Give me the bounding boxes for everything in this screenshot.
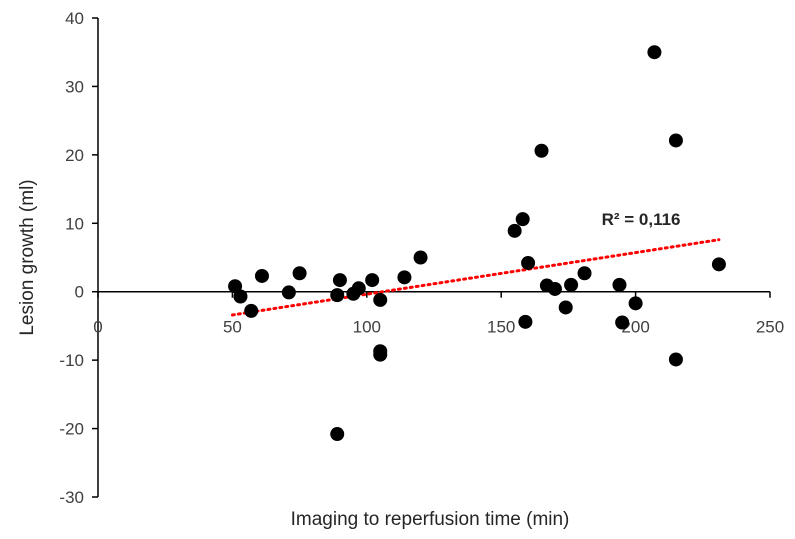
data-point bbox=[373, 292, 388, 307]
y-axis-ticks bbox=[92, 17, 98, 498]
y-tick-labels: -30 -20 -10 0 10 20 30 40 bbox=[59, 9, 84, 507]
data-point bbox=[365, 273, 380, 288]
data-points bbox=[228, 45, 726, 442]
data-point bbox=[330, 427, 345, 442]
data-point bbox=[647, 45, 662, 60]
data-point bbox=[254, 268, 269, 283]
data-point bbox=[373, 347, 388, 362]
data-point bbox=[515, 212, 530, 227]
data-point bbox=[518, 314, 533, 329]
x-tick-labels: 0 50 100 150 200 250 bbox=[93, 318, 784, 337]
data-point bbox=[668, 352, 683, 367]
x-tick-label: 150 bbox=[487, 318, 515, 337]
data-point bbox=[292, 266, 307, 281]
y-tick-label: 30 bbox=[65, 77, 84, 96]
data-point bbox=[413, 250, 428, 265]
data-point bbox=[397, 270, 412, 285]
x-axis-ticks bbox=[97, 291, 771, 298]
x-tick-label: 50 bbox=[223, 318, 242, 337]
data-point bbox=[351, 281, 366, 296]
data-point bbox=[558, 300, 573, 315]
y-tick-label: 20 bbox=[65, 146, 84, 165]
data-point bbox=[521, 255, 536, 270]
x-tick-label: 0 bbox=[93, 318, 102, 337]
data-point bbox=[233, 289, 248, 304]
y-tick-label: 0 bbox=[75, 283, 84, 302]
r-squared-label: R² = 0,116 bbox=[602, 210, 681, 229]
data-point bbox=[507, 223, 522, 238]
y-axis-title: Lesion growth (ml) bbox=[17, 179, 38, 335]
data-point bbox=[244, 303, 259, 318]
x-tick-label: 100 bbox=[353, 318, 381, 337]
y-tick-label: 40 bbox=[65, 9, 84, 28]
data-point bbox=[564, 277, 579, 292]
data-point bbox=[577, 266, 592, 281]
data-point bbox=[612, 277, 627, 292]
x-tick-label: 250 bbox=[756, 318, 784, 337]
data-point bbox=[615, 315, 630, 330]
data-point bbox=[547, 281, 562, 296]
x-axis-title: Imaging to reperfusion time (min) bbox=[291, 509, 570, 530]
y-tick-label: 10 bbox=[65, 214, 84, 233]
y-tick-label: -10 bbox=[59, 351, 84, 370]
data-point bbox=[711, 257, 726, 272]
data-point bbox=[628, 296, 643, 311]
y-tick-label: -30 bbox=[59, 488, 84, 507]
y-tick-label: -20 bbox=[59, 420, 84, 439]
trendline bbox=[230, 238, 721, 317]
data-point bbox=[668, 133, 683, 148]
data-point bbox=[534, 143, 549, 158]
data-point bbox=[228, 279, 243, 294]
data-point bbox=[281, 285, 296, 300]
data-point bbox=[332, 273, 347, 288]
data-point bbox=[330, 288, 345, 303]
